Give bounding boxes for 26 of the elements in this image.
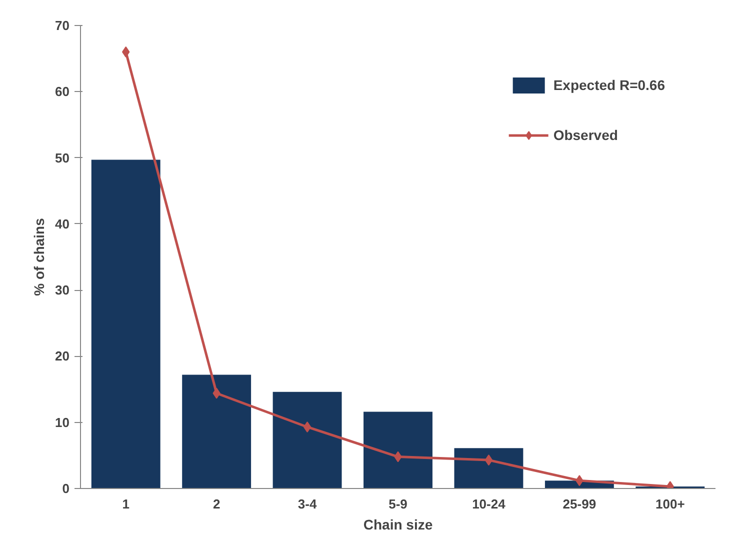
bar bbox=[91, 160, 160, 488]
bar bbox=[364, 412, 432, 488]
y-tick-label: 60 bbox=[55, 84, 70, 100]
y-tick-label: 40 bbox=[55, 216, 70, 232]
bar bbox=[272, 392, 342, 488]
legend-label: Expected R=0.66 bbox=[553, 77, 665, 93]
point bbox=[484, 454, 493, 466]
x-tick-label: 10-24 bbox=[472, 496, 506, 512]
x-tick-label: 25-99 bbox=[562, 496, 596, 512]
x-tick-label: 5-9 bbox=[388, 496, 408, 512]
x-tick-label: 100+ bbox=[656, 496, 686, 512]
y-axis-title: % of chains bbox=[31, 218, 48, 296]
y-tick-label: 70 bbox=[55, 18, 70, 33]
bar bbox=[182, 374, 252, 488]
point bbox=[303, 421, 312, 432]
x-tick-label: 3-4 bbox=[298, 496, 318, 512]
y-tick-label: 20 bbox=[55, 348, 70, 364]
y-tick-label: 50 bbox=[55, 150, 70, 166]
x-tick-label: 1 bbox=[122, 496, 130, 512]
legend-label: Observed bbox=[553, 127, 618, 143]
y-tick-label: 30 bbox=[55, 282, 70, 298]
x-axis-title: Chain size bbox=[363, 516, 433, 532]
y-tick-label: 0 bbox=[62, 481, 70, 496]
bar bbox=[454, 448, 524, 488]
x-tick-label: 2 bbox=[212, 496, 220, 512]
y-tick-label: 10 bbox=[55, 414, 70, 430]
